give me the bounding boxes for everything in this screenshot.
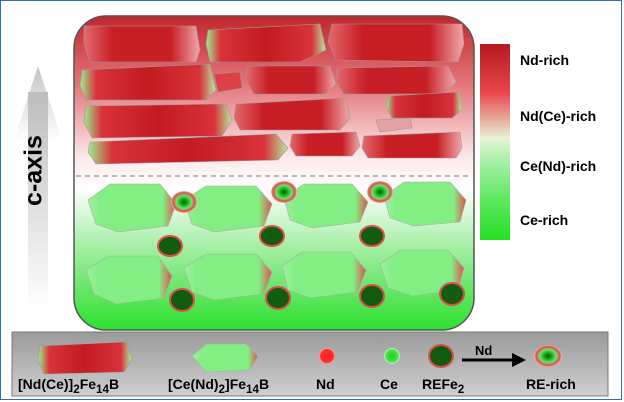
legend-label-ce: Ce xyxy=(380,376,398,392)
composition-colorbar xyxy=(480,44,510,240)
ce-dot-icon xyxy=(384,348,400,364)
nd-rich-grain-icon xyxy=(37,341,133,375)
re-rich-particle-icon xyxy=(534,345,562,367)
legend-label-re-rich: RE-rich xyxy=(526,376,576,392)
nd-rich-grains xyxy=(79,23,465,165)
legend-label-nd-rich-phase: [Nd(Ce)]2Fe14B xyxy=(18,376,120,396)
re-rich-particles xyxy=(171,181,393,213)
colorbar-label-nd-rich: Nd-rich xyxy=(520,52,569,68)
refe2-particle-icon xyxy=(428,344,454,368)
legend-label-ce-rich-phase: [Ce(Nd)2]Fe14B xyxy=(168,376,270,396)
colorbar-label-ce-nd-rich: Ce(Nd)-rich xyxy=(520,158,597,174)
nd-transform-arrow xyxy=(462,353,526,367)
colorbar-label-ce-rich: Ce-rich xyxy=(520,212,569,228)
ce-rich-grains xyxy=(85,181,467,305)
ce-rich-grain-icon xyxy=(191,343,259,373)
c-axis-arrow xyxy=(14,66,62,312)
nd-dot-icon xyxy=(319,348,335,364)
arrow-label-nd: Nd xyxy=(475,343,493,358)
colorbar-label-nd-ce-rich: Nd(Ce)-rich xyxy=(520,108,597,124)
legend-label-refe2: REFe2 xyxy=(422,376,465,396)
refe2-particles xyxy=(157,225,465,312)
legend-label-nd: Nd xyxy=(316,376,335,392)
c-axis-label: c-axis xyxy=(19,135,48,206)
